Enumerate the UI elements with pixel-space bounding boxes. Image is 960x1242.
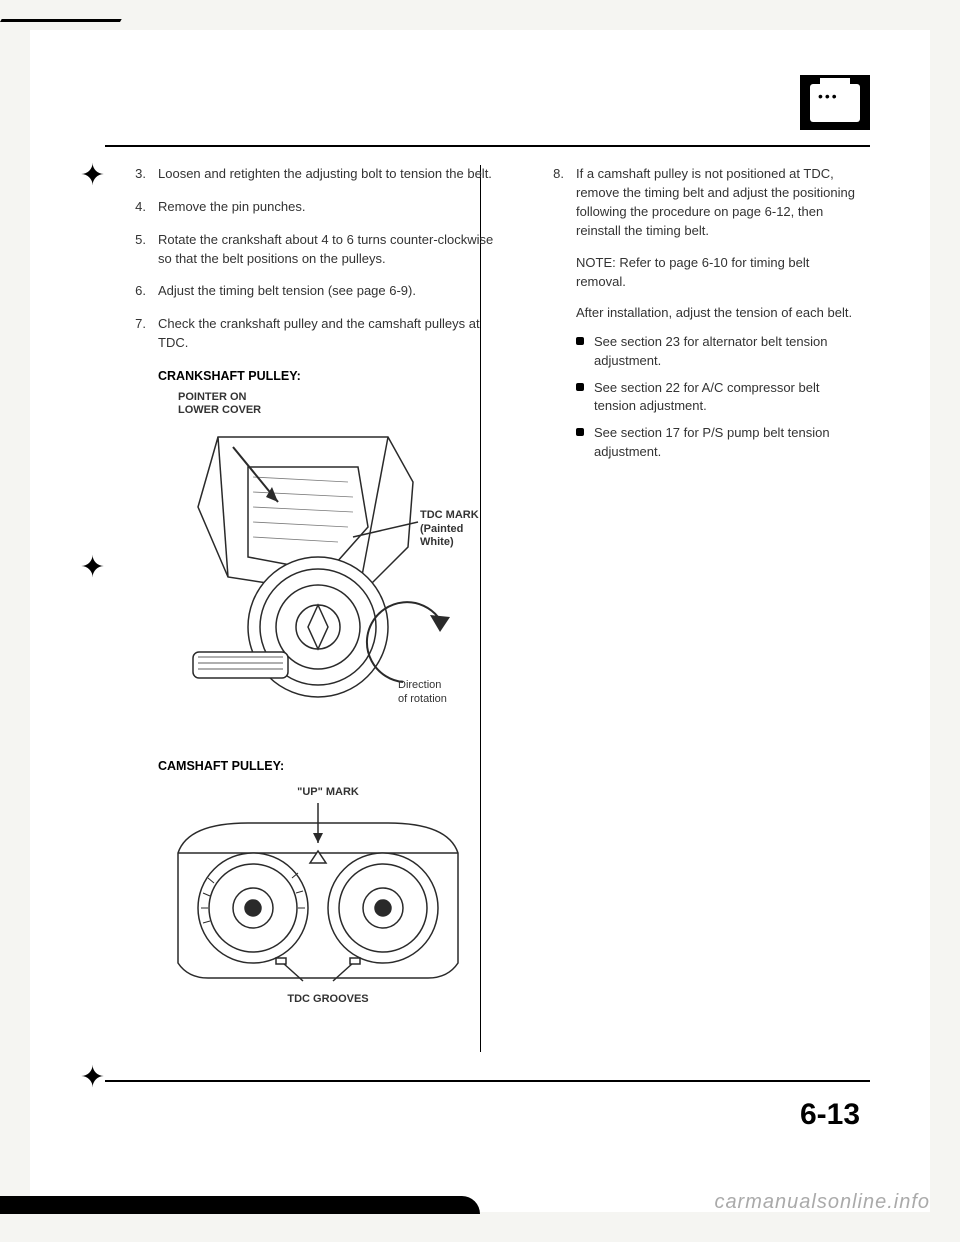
step-number: 7. [130,315,146,353]
page-bottom-edge [0,1196,480,1214]
note-text: NOTE: Refer to page 6-10 for timing belt… [576,254,860,292]
step-7: 7. Check the crankshaft pulley and the c… [130,315,498,353]
camshaft-figure: "UP" MARK [158,786,498,1006]
top-rule [105,145,870,147]
bullet-icon [576,383,584,391]
step-number: 3. [130,165,146,184]
bullet-text: See section 17 for P/S pump belt tension… [594,424,860,462]
bullet-item: See section 22 for A/C compressor belt t… [576,379,860,417]
step-text: Loosen and retighten the adjusting bolt … [158,165,498,184]
up-mark-label: "UP" MARK [158,786,498,799]
bullet-item: See section 17 for P/S pump belt tension… [576,424,860,462]
section-icon [800,75,870,130]
tdc-mark-label: TDC MARK (Painted White) [420,509,498,549]
teardrop-icon: ✦ [80,550,105,585]
bullet-icon [576,428,584,436]
step-5: 5. Rotate the crankshaft about 4 to 6 tu… [130,231,498,269]
page-top-edge [0,0,133,22]
step-text: Rotate the crankshaft about 4 to 6 turns… [158,231,498,269]
camshaft-heading: CAMSHAFT PULLEY: [158,757,498,775]
bullet-text: See section 22 for A/C compressor belt t… [594,379,860,417]
section-icon-printer [810,84,860,122]
step-number: 6. [130,282,146,301]
step-number: 8. [548,165,564,240]
bullet-list: See section 23 for alternator belt tensi… [576,333,860,462]
step-3: 3. Loosen and retighten the adjusting bo… [130,165,498,184]
step-number: 4. [130,198,146,217]
manual-page: ✦ ✦ ✦ 3. Loosen and retighten the adjust… [30,30,930,1212]
left-column: 3. Loosen and retighten the adjusting bo… [130,165,498,1026]
step-6: 6. Adjust the timing belt tension (see p… [130,282,498,301]
step-text: Check the crankshaft pulley and the cams… [158,315,498,353]
step-text: Remove the pin punches. [158,198,498,217]
crankshaft-figure: TDC MARK (Painted White) Direction of ro… [158,427,498,727]
teardrop-icon: ✦ [80,158,105,193]
bottom-rule [105,1080,870,1082]
pointer-label: POINTER ON LOWER COVER [178,391,498,417]
step-4: 4. Remove the pin punches. [130,198,498,217]
watermark-text: carmanualsonline.info [714,1191,930,1214]
bullet-item: See section 23 for alternator belt tensi… [576,333,860,371]
step-text: If a camshaft pulley is not positioned a… [576,165,860,240]
right-column: 8. If a camshaft pulley is not positione… [548,165,860,1026]
step-text: Adjust the timing belt tension (see page… [158,282,498,301]
crankshaft-heading: CRANKSHAFT PULLEY: [158,367,498,385]
tdc-grooves-label: TDC GROOVES [158,993,498,1006]
teardrop-icon: ✦ [80,1060,105,1095]
step-8: 8. If a camshaft pulley is not positione… [548,165,860,240]
step-number: 5. [130,231,146,269]
bullet-text: See section 23 for alternator belt tensi… [594,333,860,371]
rotation-label: Direction of rotation [398,679,447,705]
page-number: 6-13 [800,1098,860,1132]
after-text: After installation, adjust the tension o… [576,304,860,323]
content-columns: 3. Loosen and retighten the adjusting bo… [130,165,860,1026]
bullet-icon [576,337,584,345]
